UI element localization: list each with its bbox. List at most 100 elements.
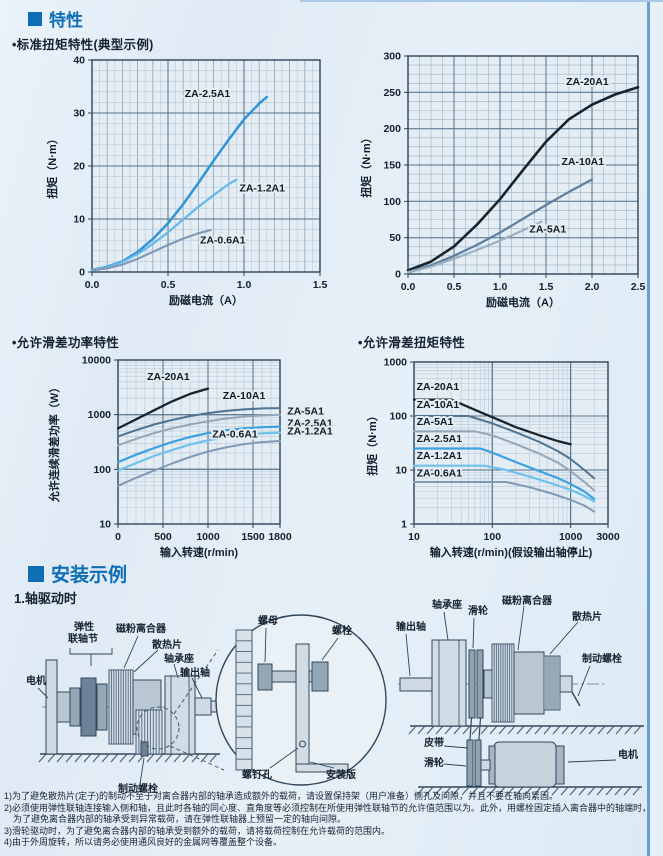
- chart-slip-torque: 10 100 1000 30001101001000输入转速(r/min)(假设输出轴…: [365, 357, 620, 560]
- hatch-lines: [408, 725, 642, 735]
- series-line-ZA-2.5A1: [412, 447, 596, 501]
- x-tick-label: 1000: [196, 531, 220, 543]
- label-output-shaft: 输出轴: [396, 620, 426, 633]
- y-tick-label: 1000: [88, 409, 112, 421]
- label-brake-bolt: 制动螺栓: [582, 652, 622, 665]
- label-brake-bolt: 制动螺栓: [118, 782, 158, 795]
- y-tick-label: 1: [401, 519, 407, 531]
- diagram-shaft-drive: 电机 弹性 联轴节 磁粉离合器 散热片 轴承座 输出轴 制动螺栓 螺母 螺栓 螺…: [26, 614, 387, 795]
- series-label: ZA-20A1: [417, 381, 460, 393]
- label-clutch: 磁粉离合器: [116, 622, 167, 635]
- x-tick-label: 1800: [268, 531, 292, 543]
- coupling-drawing: [69, 677, 108, 737]
- series-label: ZA-1.2A1: [239, 182, 285, 194]
- y-axis-label: 允许连续滑差功率（W）: [47, 382, 61, 503]
- subsection-shaft-drive: 1.轴驱动时: [14, 591, 77, 606]
- series-line-ZA-0.6A1: [413, 481, 596, 513]
- y-axis-label: 扭矩（N·m）: [359, 132, 373, 197]
- x-tick-label: 500: [154, 531, 172, 543]
- detail-inset: [215, 614, 387, 786]
- chart-slip-power: 0 500 1000 1500 1800 10 100 1000 10000 输入转速(r/min…: [47, 355, 335, 560]
- series-label: ZA-1.2A1: [417, 450, 463, 462]
- x-tick-label: 1.5: [313, 279, 328, 291]
- footnote-line: 2)必须使用弹性联轴连接输入侧和轴，且此时各轴的同心度、直角度等必须控制在所使用…: [4, 802, 652, 825]
- label-pulley-bottom: 滑轮: [424, 756, 444, 769]
- output-shaft-drawing: [194, 697, 218, 716]
- y-tick-label: 10: [395, 465, 407, 477]
- y-tick-label: 300: [383, 51, 401, 63]
- hatch-lines: [416, 786, 641, 796]
- series-line-ZA-20A1: [412, 398, 572, 446]
- series-line-ZA-10A1: [406, 178, 594, 273]
- hatch-lines: [38, 753, 218, 763]
- series-label: ZA-5A1: [529, 224, 566, 236]
- series-label: ZA-0.6A1: [212, 429, 258, 441]
- fin-stack: [491, 643, 515, 723]
- bearing-seat-drawing: [164, 675, 196, 755]
- y-tick-label: 10: [99, 519, 111, 531]
- y-tick-label: 10000: [82, 355, 111, 367]
- series-label: ZA-20A1: [147, 371, 190, 383]
- diagram-pulley-drive: 输出轴 轴承座 滑轮 磁粉离合器 散热片 制动螺栓 皮带 滑轮 电机: [396, 594, 644, 796]
- plot-frame: [413, 361, 609, 525]
- series-label: ZA-2.5A1: [185, 88, 231, 100]
- series-line-ZA-0.6A1: [117, 440, 281, 487]
- x-tick-label: 1000: [559, 531, 583, 543]
- y-tick-label: 150: [383, 160, 401, 172]
- scan-edge-top: [300, 0, 663, 2]
- fin-stack: [235, 629, 253, 771]
- label-coupling-l1: 弹性: [74, 620, 94, 633]
- series-line-ZA-5A1: [413, 430, 596, 492]
- clutch-drawing: [491, 643, 581, 723]
- label-belt: 皮带: [423, 736, 444, 749]
- label-bearing: 轴承座: [432, 598, 462, 611]
- series-line-ZA-20A1: [406, 85, 640, 272]
- x-axis-label: 励磁电流（A）: [169, 293, 243, 307]
- footnote-line: 1)为了避免散热片(定子)的制动不至于对离合器内部的轴承造成额外的载荷，请设置保…: [4, 791, 559, 801]
- axis-ticks: 0 500 1000 1500 1800 10 100 1000 10000: [82, 355, 292, 544]
- label-motor: 电机: [618, 748, 638, 761]
- subsection-standard-torque: •标准扭矩特性(典型示例): [12, 38, 154, 52]
- y-tick-label: 40: [73, 55, 85, 67]
- y-tick-label: 100: [389, 411, 407, 423]
- label-bearing: 轴承座: [164, 652, 194, 665]
- y-tick-label: 200: [383, 123, 401, 135]
- leader-lines: [405, 605, 617, 767]
- y-tick-label: 100: [93, 464, 111, 476]
- chart-standard-torque-large: 0.0 0.5 1.0 1.5 2.0 2.5 0 50 100 150 200 250 300 励磁电流…: [359, 51, 646, 310]
- pulley-top-drawing: [468, 649, 493, 719]
- x-axis-label: 励磁电流（A）: [486, 295, 560, 309]
- series-label: ZA-0.6A1: [417, 467, 463, 479]
- label-mount-plate: 安装版: [326, 768, 356, 781]
- x-tick-label: 10: [408, 531, 420, 543]
- series-line-ZA-1.2A1: [412, 464, 596, 503]
- x-tick-label: 1.0: [493, 281, 508, 293]
- x-tick-label: 0: [115, 531, 121, 543]
- scan-edge-right: [647, 0, 650, 856]
- x-tick-label: 2.5: [631, 281, 646, 293]
- y-tick-label: 30: [73, 108, 85, 120]
- x-tick-label: 3000: [596, 531, 620, 543]
- series-line-ZA-5A1: [406, 220, 543, 274]
- series-label: ZA-0.6A1: [200, 234, 246, 246]
- label-clutch: 磁粉离合器: [502, 594, 553, 607]
- y-tick-label: 0: [79, 267, 85, 279]
- label-screw-hole: 螺钉孔: [242, 768, 272, 781]
- grid: [117, 359, 281, 525]
- label-coupling-l2: 联轴节: [68, 632, 98, 645]
- square-bullet-icon: [28, 565, 44, 582]
- detail-connector: [169, 745, 225, 771]
- axis-ticks: 0.0 0.5 1.0 1.5 0 10 20 30 40: [73, 55, 327, 292]
- label-fins: 散热片: [152, 638, 182, 651]
- x-tick-label: 1500: [241, 531, 265, 543]
- series-line-ZA-0.6A1: [90, 229, 212, 272]
- motor-drawing: [45, 659, 71, 755]
- label-bolt: 螺栓: [332, 624, 352, 637]
- subsection-slip-torque: •允许滑差扭矩特性: [358, 336, 466, 350]
- series-label: ZA-1.2A1: [287, 425, 333, 437]
- detail-zoom-circle: [136, 706, 180, 750]
- series-line-ZA-10A1: [413, 415, 596, 480]
- footnote-line: 3)滑轮驱动时，为了避免离合器内部的轴承受到额外的载荷，请将载荷控制在允许载荷的…: [4, 825, 391, 836]
- chart-standard-torque-small: 0.0 0.5 1.0 1.5 0 10 20 30 40 励磁电流（A） 扭矩（N·m） ZA-2.…: [45, 55, 327, 308]
